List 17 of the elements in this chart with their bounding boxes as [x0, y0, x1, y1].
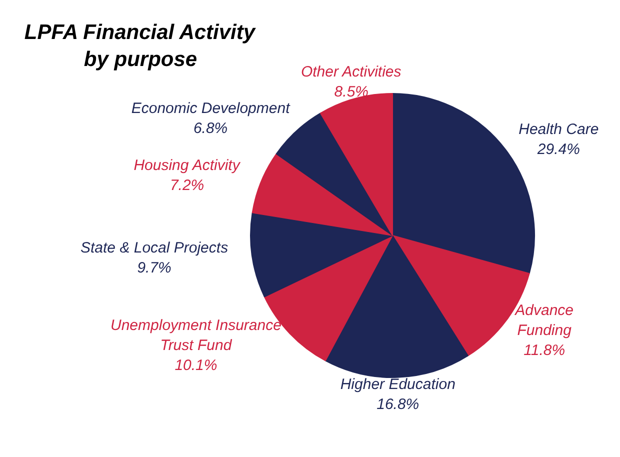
chart-title: LPFA Financial Activity by purpose	[24, 21, 256, 71]
data-label: 9.7%	[137, 260, 172, 277]
slice-label: Economic Development	[131, 100, 291, 118]
data-label: 6.8%	[193, 120, 228, 138]
slice-label: State & Local Projects	[80, 240, 229, 257]
data-label: 11.8%	[524, 342, 566, 360]
data-label: 7.2%	[170, 177, 204, 194]
slice-label: Advance Funding	[514, 302, 574, 340]
slice-label: Higher Education	[340, 376, 456, 393]
slice-label: Health Care	[518, 120, 599, 138]
data-label: 10.1%	[174, 356, 218, 374]
slice-label: Other Activities	[300, 64, 402, 81]
data-label: 8.5%	[334, 84, 369, 101]
data-label: 29.4%	[536, 140, 580, 158]
slice-label: Housing Activity	[134, 157, 242, 174]
data-label: 16.8%	[376, 396, 420, 413]
slice-label: Unemployment Insurance Trust Fund	[110, 316, 282, 354]
